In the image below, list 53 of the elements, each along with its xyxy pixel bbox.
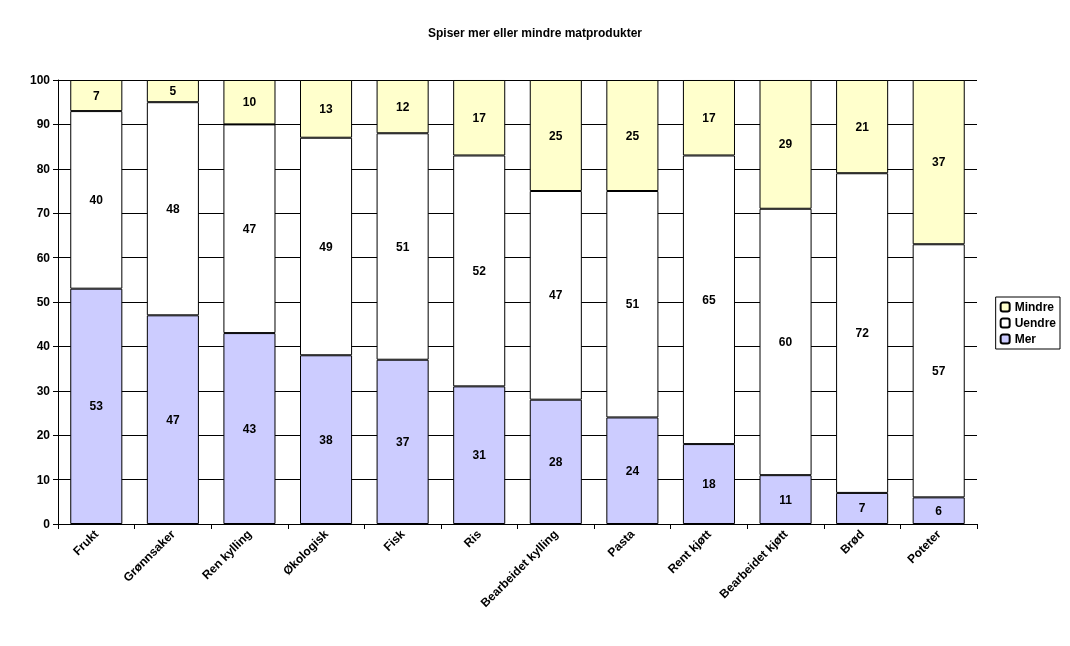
y-tick-label: 10 — [36, 472, 51, 487]
x-tick-label: Ris — [461, 526, 485, 551]
data-label: 53 — [89, 399, 104, 414]
data-label: 25 — [549, 128, 563, 143]
chart-title: Spiser mer eller mindre matprodukter — [427, 26, 643, 40]
data-label: 51 — [625, 297, 640, 312]
data-label: 17 — [472, 110, 487, 125]
data-label: 47 — [242, 221, 257, 236]
data-label: 52 — [472, 263, 487, 278]
data-label: 60 — [778, 334, 793, 349]
y-tick-label: 50 — [36, 295, 51, 309]
data-label: 31 — [472, 448, 487, 463]
data-label: 21 — [855, 119, 870, 134]
data-label: 38 — [319, 432, 334, 447]
y-tick-label: 60 — [36, 250, 51, 265]
data-label: 37 — [395, 434, 410, 449]
data-label: 24 — [625, 463, 640, 478]
y-tick-label: 80 — [36, 161, 51, 176]
data-label: 13 — [319, 101, 334, 116]
data-label: 6 — [935, 503, 943, 518]
data-label: 5 — [169, 84, 177, 99]
data-label: 28 — [549, 454, 563, 469]
data-label: 65 — [702, 292, 716, 307]
data-label: 37 — [932, 155, 946, 170]
legend-label: Mindre — [1014, 300, 1055, 314]
data-label: 43 — [242, 421, 257, 436]
y-tick-label: 0 — [43, 517, 51, 531]
data-label: 17 — [702, 110, 716, 125]
y-tick-label: 70 — [36, 206, 51, 221]
data-label: 57 — [932, 363, 946, 378]
y-tick-label: 40 — [36, 339, 51, 354]
data-label: 11 — [779, 492, 793, 507]
data-label: 48 — [166, 201, 180, 216]
data-label: 18 — [702, 477, 716, 492]
data-label: 25 — [625, 128, 640, 143]
x-tick-label: Fisk — [380, 526, 408, 554]
data-label: 10 — [242, 95, 257, 110]
data-label: 7 — [92, 88, 100, 103]
data-label: 40 — [89, 192, 104, 207]
y-tick-label: 30 — [36, 383, 51, 398]
y-tick-label: 90 — [36, 117, 51, 132]
data-label: 51 — [395, 239, 410, 254]
data-label: 7 — [858, 501, 866, 516]
data-label: 12 — [395, 99, 410, 114]
data-label: 29 — [778, 137, 793, 152]
data-label: 72 — [855, 326, 870, 341]
legend-label: Mer — [1014, 332, 1037, 346]
y-tick-label: 20 — [36, 428, 51, 443]
data-label: 47 — [166, 412, 180, 427]
data-label: 47 — [549, 288, 563, 303]
data-label: 49 — [319, 239, 334, 254]
y-tick-label: 100 — [29, 73, 51, 87]
legend-label: Uendre — [1014, 316, 1057, 330]
